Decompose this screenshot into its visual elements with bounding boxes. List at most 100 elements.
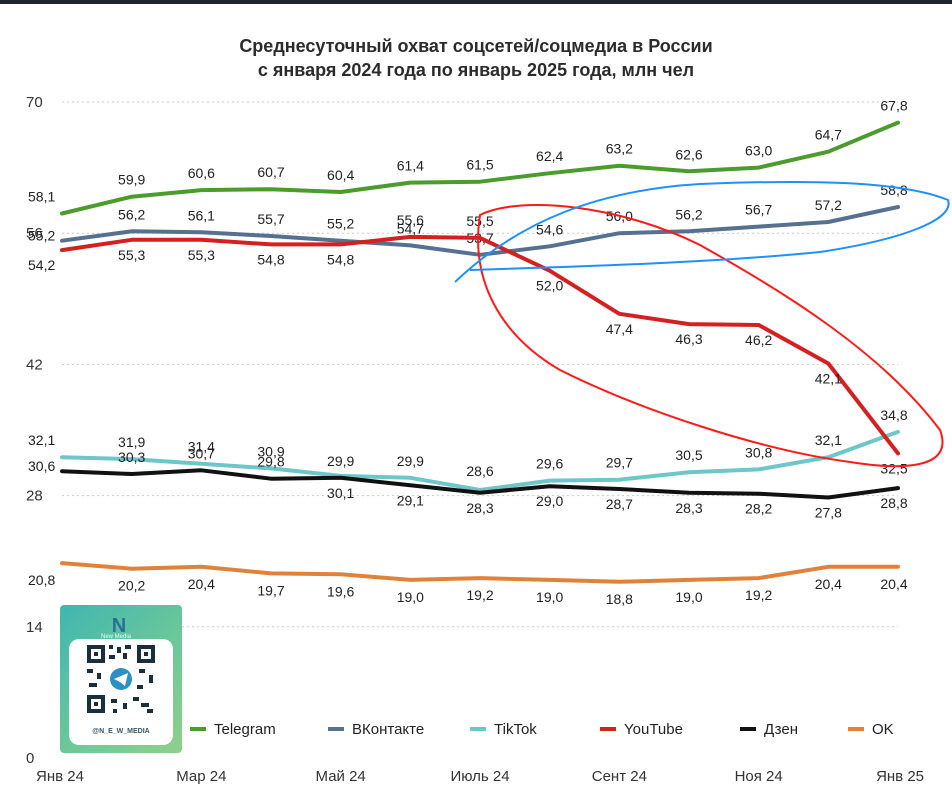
blue-annotation-ellipse [454,180,950,283]
legend-label: OK [872,721,894,738]
data-label: 20,4 [815,576,842,592]
data-label: 32,1 [28,432,55,448]
data-label: 20,4 [188,576,215,592]
y-tick-label: 56 [26,225,43,242]
series-line-youtube [60,234,900,456]
qr-brand: New Media [101,634,132,640]
data-label: 59,9 [118,172,145,188]
data-label: 56,7 [745,202,772,218]
series-line-tiktok [60,429,900,492]
data-label: 28,3 [675,500,702,516]
data-label: 28,6 [466,463,493,479]
data-label: 62,6 [675,146,702,162]
data-label: 29,9 [327,453,354,469]
data-label: 34,8 [880,407,907,423]
data-label: 31,4 [188,439,215,455]
data-label: 63,2 [606,141,633,157]
data-label: 30,5 [675,447,702,463]
data-label: 64,7 [815,127,842,143]
data-label: 46,2 [745,332,772,348]
data-label: 29,9 [397,453,424,469]
data-label: 20,4 [880,576,907,592]
red-annotation-ellipse [477,204,944,468]
data-label: 61,5 [466,157,493,173]
chart-title-block: Среднесуточный охват соцсетей/соцмедиа в… [0,34,952,82]
data-label: 32,5 [880,460,907,476]
data-label: 62,4 [536,148,563,164]
data-label: 55,6 [397,212,424,228]
data-label: 19,0 [397,589,424,605]
series-line-telegram [60,120,900,216]
data-label: 57,2 [815,197,842,213]
y-tick-label: 42 [26,356,43,373]
data-label: 19,0 [675,589,702,605]
legend-label: Дзен [764,721,798,738]
qr-handle: @N_E_W_MEDIA [92,728,150,735]
data-label: 52,0 [536,278,563,294]
data-label: 29,7 [606,455,633,471]
data-label: 56,1 [188,207,215,223]
y-tick-label: 14 [26,619,43,636]
data-label: 29,1 [397,492,424,508]
data-label: 30,8 [745,444,772,460]
chart-title: Среднесуточный охват соцсетей/соцмедиа в… [239,36,713,56]
data-label: 58,1 [28,189,55,205]
data-label: 56,2 [675,206,702,222]
legend-label: Telegram [214,721,276,738]
data-label: 19,7 [257,582,284,598]
data-label: 20,8 [28,572,55,588]
legend-label: YouTube [624,721,683,738]
data-label: 30,3 [118,449,145,465]
data-label: 19,6 [327,583,354,599]
data-label: 29,0 [536,493,563,509]
data-label: 20,2 [118,578,145,594]
x-tick-label: Ноя 24 [735,768,783,785]
data-label: 47,4 [606,321,633,337]
data-label: 60,4 [327,167,354,183]
data-label: 67,8 [880,98,907,114]
data-label: 54,8 [257,251,284,267]
qr-logo: N [111,615,127,637]
data-label: 32,1 [815,432,842,448]
data-label: 46,3 [675,331,702,347]
data-label: 55,7 [257,211,284,227]
data-label: 55,3 [188,247,215,263]
data-label: 30,9 [257,443,284,459]
data-label: 42,1 [815,370,842,386]
series-line-ok [60,561,900,584]
top-dark-strip [0,0,952,4]
data-label: 27,8 [815,504,842,520]
qr-code[interactable]: @N_E_W_MEDIA [69,639,173,745]
x-tick-label: Мар 24 [176,768,226,785]
data-label: 56,2 [118,206,145,222]
data-label: 54,2 [28,257,55,273]
data-label: 60,6 [188,165,215,181]
data-label: 19,2 [466,587,493,603]
qr-card[interactable]: N New Media @N_E_W_MEDIA [60,605,182,753]
data-label: 54,7 [397,220,424,236]
series-line-вконтакте [60,205,900,257]
data-label: 54,6 [536,221,563,237]
data-label: 63,0 [745,143,772,159]
data-label: 30,6 [28,458,55,474]
series-line-дзен [60,468,900,500]
x-tick-label: Сент 24 [592,768,647,785]
y-tick-label: 0 [26,750,34,767]
data-label: 58,8 [880,182,907,198]
chart-subtitle: с января 2024 года по январь 2025 года, … [257,60,695,80]
telegram-qr-icon [87,645,155,713]
data-label: 55,2 [327,216,354,232]
data-label: 28,7 [606,496,633,512]
data-label: 55,3 [118,247,145,263]
data-label: 61,4 [397,158,424,174]
data-label: 60,7 [257,164,284,180]
legend-label: ВКонтакте [352,721,424,738]
y-tick-label: 70 [26,94,43,111]
data-label: 55,2 [28,228,55,244]
data-label: 19,0 [536,589,563,605]
x-tick-label: Янв 25 [876,768,924,785]
data-label: 28,2 [745,501,772,517]
data-label: 28,3 [466,500,493,516]
data-label: 30,7 [188,445,215,461]
